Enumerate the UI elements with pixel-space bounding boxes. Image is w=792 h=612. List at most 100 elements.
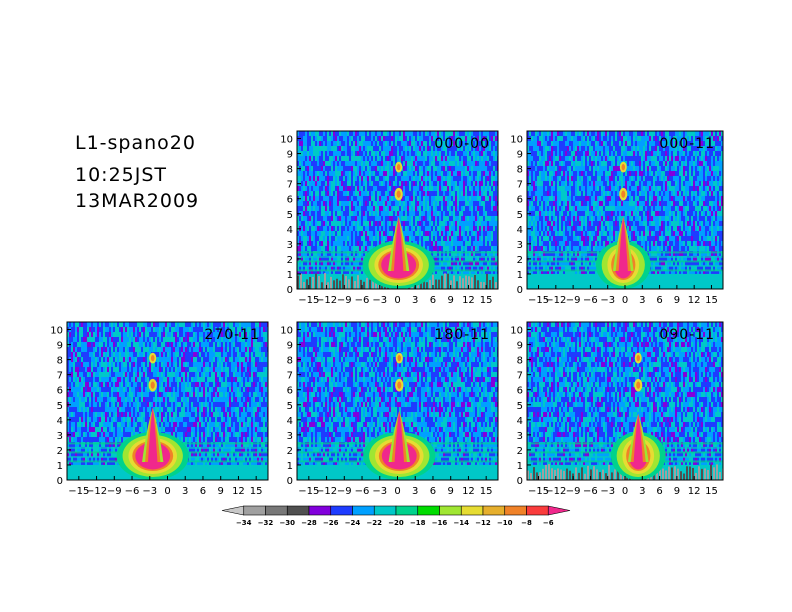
y-tick-label: 9 [287, 341, 293, 352]
y-tick-label: 1 [517, 461, 523, 472]
colorbar-cell [286, 505, 310, 516]
x-tick-label: −6 [125, 486, 140, 497]
panel-title: 090-11 [659, 327, 715, 343]
panel-title: 180-11 [434, 327, 490, 343]
figure-header: L1-spano20 10:25JST 13MAR2009 [0, 0, 280, 220]
x-tick-label: −3 [600, 295, 615, 306]
x-tick-label: 12 [232, 486, 245, 497]
colorbar-label: −8 [521, 519, 532, 527]
y-tick-label: 6 [287, 386, 293, 397]
y-tick-label: 0 [287, 285, 293, 296]
x-tick-label: 6 [656, 486, 662, 497]
x-tick-label: −9 [337, 295, 352, 306]
y-tick-label: 5 [517, 401, 523, 412]
x-tick-label: 9 [448, 295, 454, 306]
x-tick-label: −15 [528, 486, 549, 497]
y-tick-label: 8 [57, 356, 63, 367]
x-tick-label: 3 [412, 486, 418, 497]
y-tick-label: 7 [57, 371, 63, 382]
x-tick-label: 0 [164, 486, 170, 497]
x-tick-label: 6 [430, 486, 436, 497]
date-label: 13MAR2009 [75, 190, 200, 212]
panel-title: 000-00 [434, 136, 490, 152]
x-tick-label: 9 [674, 295, 680, 306]
y-tick-label: 2 [517, 446, 523, 457]
x-tick-label: −6 [355, 295, 370, 306]
y-tick-label: 4 [57, 416, 63, 427]
y-tick-label: 0 [517, 285, 523, 296]
colorbar-label: −16 [432, 519, 448, 527]
y-tick-label: 5 [57, 401, 63, 412]
y-tick-label: 7 [287, 180, 293, 191]
x-tick-label: −9 [566, 486, 581, 497]
heatmap-field [297, 322, 498, 480]
x-tick-label: 9 [674, 486, 680, 497]
colorbar-cell [308, 505, 332, 516]
x-tick-label: 9 [448, 486, 454, 497]
x-tick-label: 9 [218, 486, 224, 497]
y-tick-label: 2 [517, 255, 523, 266]
x-tick-label: 6 [430, 295, 436, 306]
y-tick-label: 6 [57, 386, 63, 397]
heatmap-field [527, 131, 723, 289]
panel-title: 270-11 [204, 327, 260, 343]
y-tick-label: 10 [510, 326, 523, 337]
colorbar-label: −32 [258, 519, 274, 527]
y-tick-label: 10 [510, 135, 523, 146]
x-tick-label: −6 [583, 295, 598, 306]
x-tick-label: −15 [68, 486, 89, 497]
x-tick-label: −3 [600, 486, 615, 497]
x-tick-label: 12 [462, 486, 475, 497]
colorbar-cell [243, 505, 266, 516]
y-tick-label: 6 [517, 386, 523, 397]
colorbar-label: −14 [453, 519, 469, 527]
heatmap-field [527, 322, 723, 480]
y-tick-label: 9 [57, 341, 63, 352]
colorbar-label: −6 [543, 519, 554, 527]
x-tick-label: −9 [107, 486, 122, 497]
y-tick-label: 4 [287, 416, 293, 427]
y-tick-label: 5 [517, 210, 523, 221]
colorbar-arrow-high [547, 505, 571, 516]
x-tick-label: 6 [656, 295, 662, 306]
y-tick-label: 1 [287, 270, 293, 281]
x-tick-label: 12 [688, 486, 701, 497]
colorbar-label: −18 [410, 519, 426, 527]
x-tick-label: −9 [566, 295, 581, 306]
x-tick-label: −3 [372, 295, 387, 306]
x-tick-label: −6 [355, 486, 370, 497]
y-tick-label: 9 [517, 150, 523, 161]
y-tick-label: 1 [287, 461, 293, 472]
x-tick-label: 12 [688, 295, 701, 306]
x-tick-label: −15 [298, 295, 319, 306]
colorbar-label: −34 [236, 519, 252, 527]
colorbar-cell [526, 505, 549, 516]
y-tick-label: 1 [517, 270, 523, 281]
x-tick-label: −15 [528, 295, 549, 306]
run-label: L1-spano20 [75, 132, 196, 154]
y-tick-label: 3 [287, 240, 293, 251]
x-tick-label: 12 [462, 295, 475, 306]
x-tick-label: 15 [480, 486, 493, 497]
y-tick-label: 3 [517, 240, 523, 251]
x-tick-label: −15 [298, 486, 319, 497]
y-tick-label: 4 [287, 225, 293, 236]
colorbar-cell [265, 505, 288, 516]
colorbar-cell [504, 505, 527, 516]
y-tick-label: 8 [287, 165, 293, 176]
x-tick-label: 3 [182, 486, 188, 497]
colorbar-label: −20 [388, 519, 404, 527]
y-tick-label: 7 [517, 371, 523, 382]
y-tick-label: 0 [517, 476, 523, 487]
panel-title: 000-11 [659, 136, 715, 152]
x-tick-label: −12 [545, 486, 566, 497]
y-tick-label: 4 [517, 225, 523, 236]
colorbar-label: −24 [345, 519, 361, 527]
colorbar-cell [395, 505, 419, 516]
